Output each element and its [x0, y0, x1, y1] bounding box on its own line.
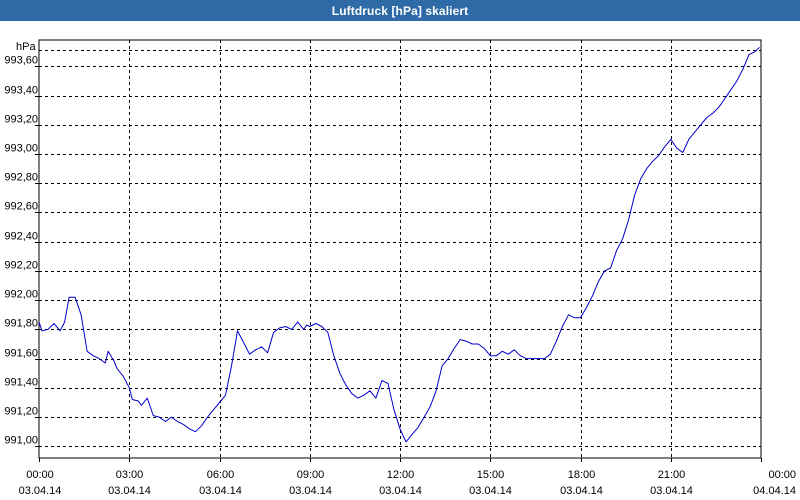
x-tick-label-time: 00:00 — [768, 469, 796, 481]
y-tick-label: 993,40 — [4, 85, 38, 97]
series-line — [38, 46, 760, 443]
y-tick-label: 992,60 — [4, 201, 38, 213]
y-tick-label: 992,40 — [4, 231, 38, 243]
x-tick-label-date: 04.04.14 — [753, 485, 796, 497]
x-tick-label-date: 03.04.14 — [379, 485, 422, 497]
x-tick-label-date: 03.04.14 — [19, 485, 62, 497]
x-tick-label-time: 12:00 — [387, 469, 415, 481]
y-tick-label: 992,80 — [4, 172, 38, 184]
y-tick-label: 991,60 — [4, 348, 38, 360]
x-tick-label-time: 03:00 — [116, 469, 144, 481]
x-tick-label-date: 03.04.14 — [650, 485, 693, 497]
y-tick-label: 992,20 — [4, 260, 38, 272]
y-tick-label: 993,20 — [4, 114, 38, 126]
x-tick-label-time: 06:00 — [207, 469, 235, 481]
x-tick-label-time: 18:00 — [568, 469, 596, 481]
y-tick-label: 992,00 — [4, 289, 38, 301]
x-tick-label-time: 15:00 — [477, 469, 505, 481]
y-tick-label: 991,00 — [4, 435, 38, 447]
x-tick-label-date: 03.04.14 — [199, 485, 242, 497]
x-tick-label-date: 03.04.14 — [289, 485, 332, 497]
x-tick-label-date: 03.04.14 — [108, 485, 151, 497]
x-tick-label-time: 21:00 — [658, 469, 686, 481]
x-axis: 00:00 03.04.14 03:00 03.04.14 06:00 03.04.14 0… — [19, 458, 796, 497]
series-layer — [38, 46, 760, 443]
y-tick-label: 993,60 — [4, 55, 38, 67]
window-title: Luftdruck [hPa] skaliert — [331, 3, 469, 18]
grid — [39, 40, 761, 458]
y-tick-label: 993,00 — [4, 143, 38, 155]
y-tick-label: 991,80 — [4, 318, 38, 330]
y-axis: 991,00 991,20 991,40 991,60 991,80 992,00 992,… — [4, 55, 39, 447]
title-bar: Luftdruck [hPa] skaliert — [0, 0, 800, 21]
x-tick-label-date: 03.04.14 — [469, 485, 512, 497]
x-tick-label-time: 00:00 — [26, 469, 54, 481]
x-tick-label-time: 09:00 — [297, 469, 325, 481]
y-tick-label: 991,40 — [4, 377, 38, 389]
y-axis-unit-label: hPa — [16, 41, 36, 53]
x-tick-label-date: 03.04.14 — [560, 485, 603, 497]
y-tick-label: 991,20 — [4, 406, 38, 418]
